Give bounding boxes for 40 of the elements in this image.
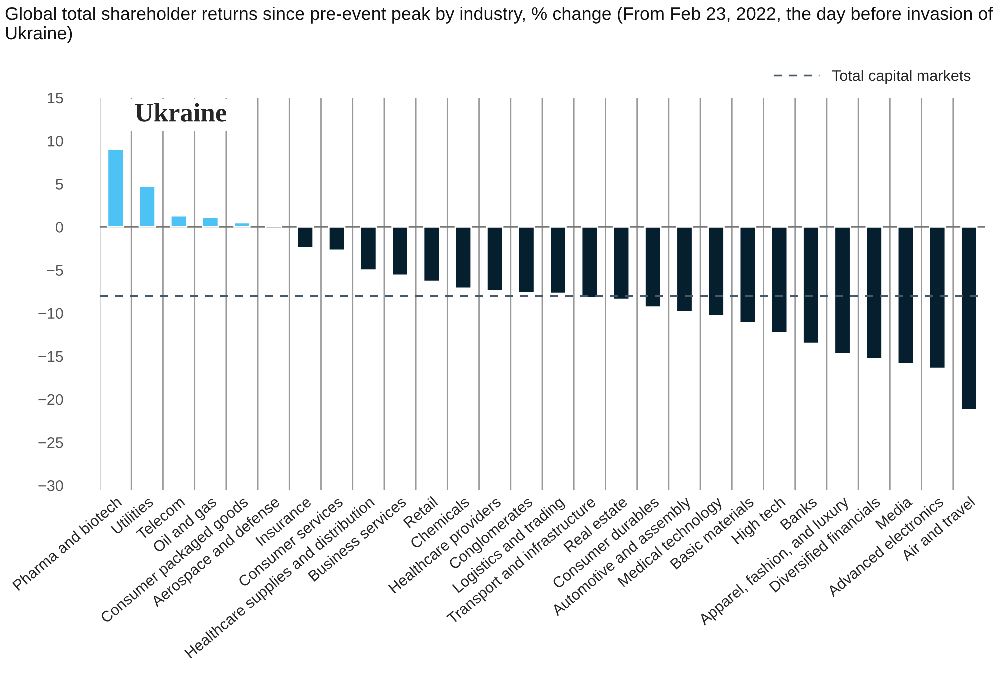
bar <box>928 226 946 370</box>
legend-label: Total capital markets <box>832 70 971 84</box>
bar <box>518 226 536 294</box>
bar <box>739 226 757 324</box>
bar <box>897 226 915 365</box>
bar <box>107 148 124 228</box>
y-tick-label: 5 <box>56 179 64 190</box>
bar <box>392 226 409 276</box>
bar <box>454 226 472 290</box>
bar <box>234 222 251 228</box>
bar <box>770 226 788 334</box>
bar <box>708 226 725 317</box>
bar <box>550 226 567 294</box>
bar <box>866 226 883 360</box>
bar <box>170 215 188 228</box>
chart-title: Global total shareholder returns since pre-event peak by industry, % change (From Feb 23, 2022, the day before invasion of Ukraine) <box>6 7 994 44</box>
y-tick-label: −10 <box>38 308 64 320</box>
y-tick-label: 10 <box>48 136 64 147</box>
y-tick-label: 15 <box>48 93 64 104</box>
y-tick-label: −30 <box>38 480 64 492</box>
bar <box>644 226 662 308</box>
y-tick-label: 0 <box>56 222 64 233</box>
bar <box>360 226 378 272</box>
y-tick-label: −5 <box>47 265 64 276</box>
bar <box>802 226 820 344</box>
bar <box>960 226 978 411</box>
bar <box>423 226 440 282</box>
bar <box>202 217 220 228</box>
annotation: Ukraine <box>135 103 226 122</box>
bar <box>296 226 314 249</box>
bar <box>581 226 599 299</box>
y-tick-label: −25 <box>38 437 64 448</box>
y-tick-label: −15 <box>38 351 64 362</box>
bar <box>486 226 504 292</box>
bar <box>138 186 156 228</box>
bar <box>676 226 694 312</box>
bar <box>328 226 346 252</box>
bar <box>834 226 852 355</box>
bar <box>612 226 630 300</box>
y-tick-label: −20 <box>38 394 64 406</box>
